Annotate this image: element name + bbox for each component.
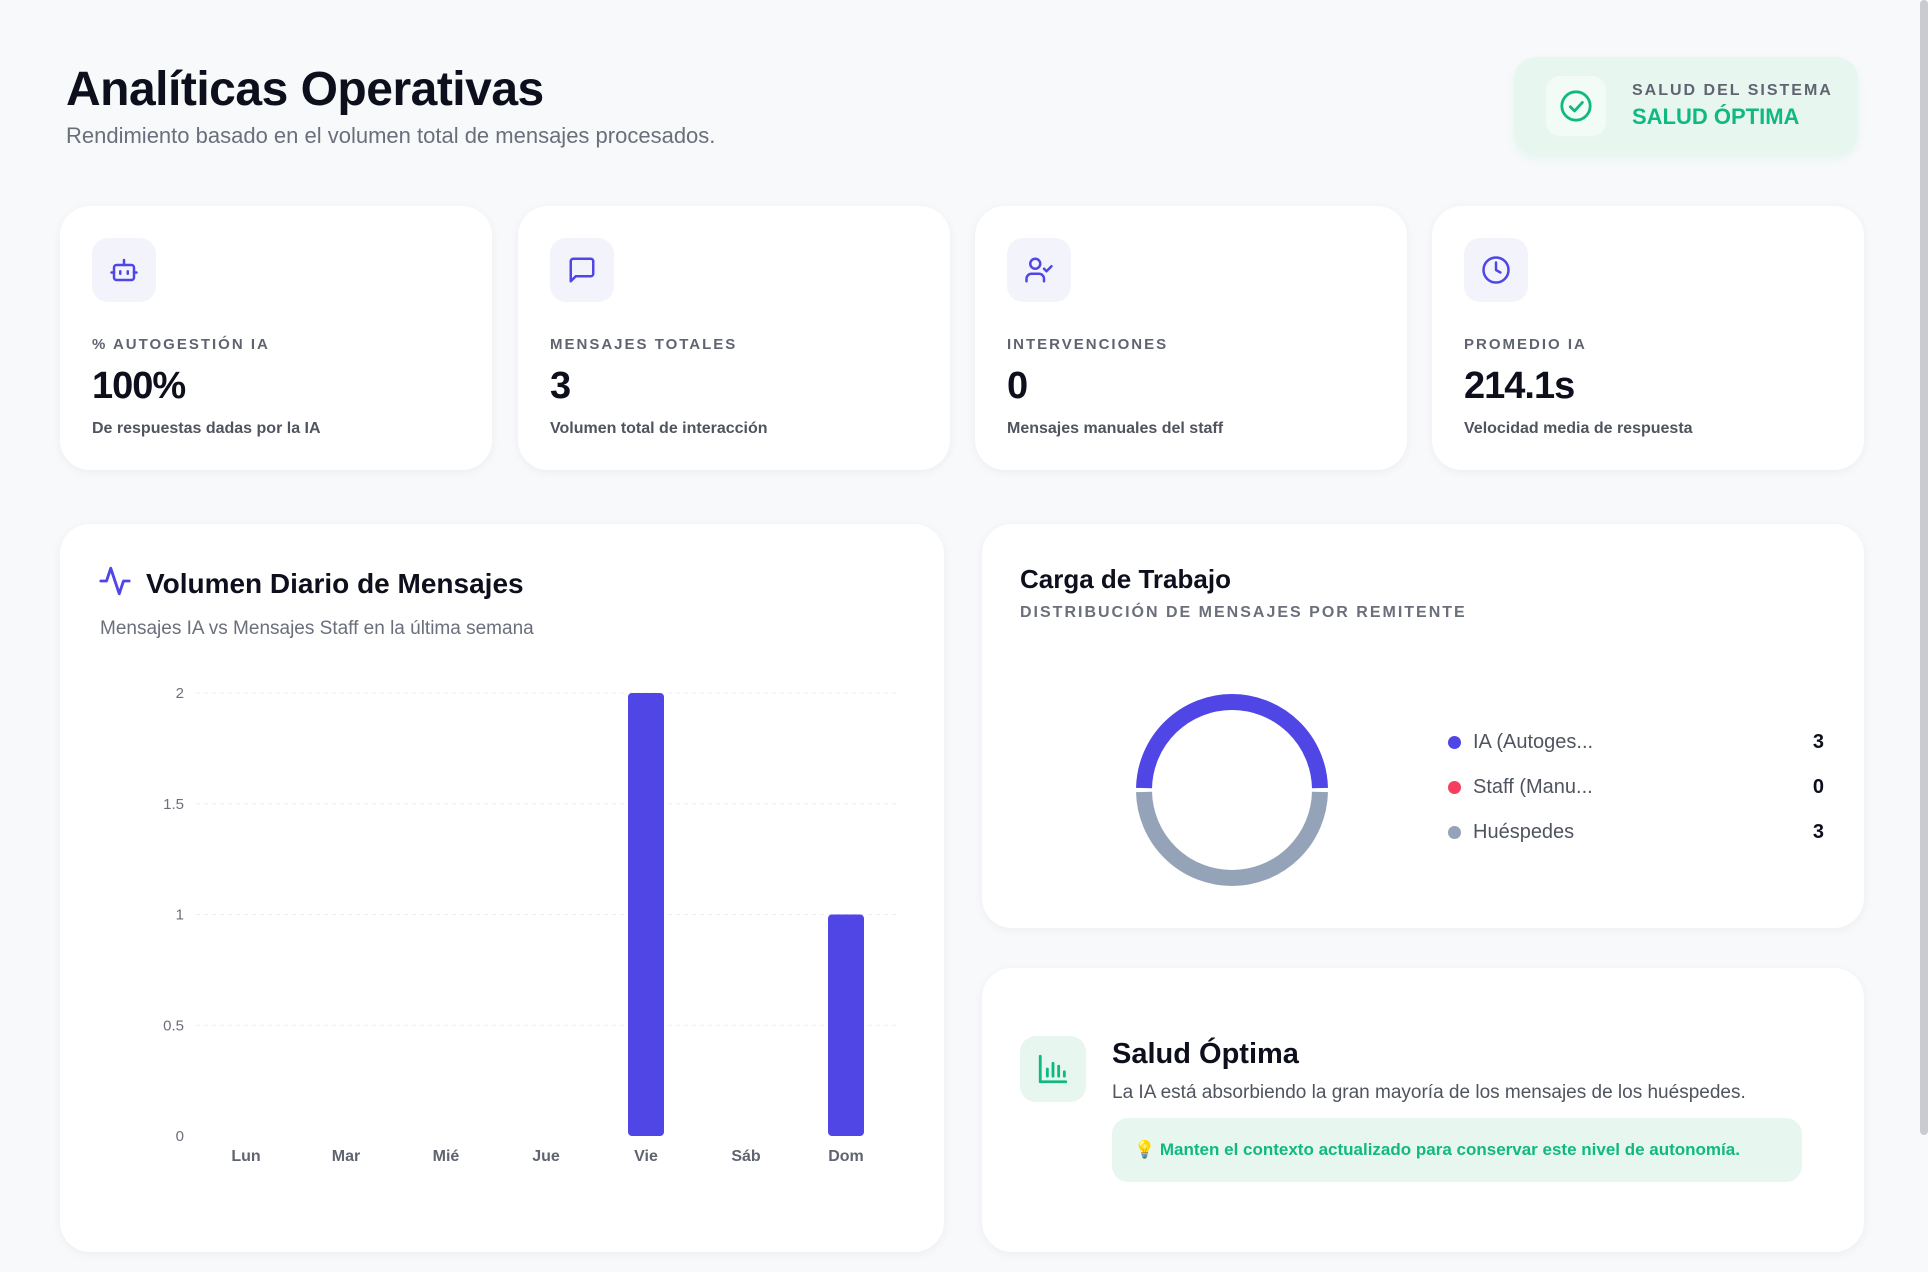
x-tick-label: Dom [828,1148,864,1165]
workload-card: Carga de Trabajo DISTRIBUCIÓN DE MENSAJE… [982,524,1864,928]
page-subtitle: Rendimiento basado en el volumen total d… [66,123,716,148]
legend-item-ia: IA (Autoges... 3 [1448,720,1824,765]
x-tick-label: Mié [433,1148,460,1165]
stat-card-promedio: PROMEDIO IA 214.1s Velocidad media de re… [1432,206,1864,470]
bar-chart-icon [1020,1036,1086,1102]
check-circle-icon [1546,76,1606,136]
system-health-badge: SALUD DEL SISTEMA SALUD ÓPTIMA [1514,57,1858,155]
stat-description: Velocidad media de respuesta [1464,420,1693,437]
x-tick-label: Vie [634,1148,658,1165]
y-tick-label: 2 [176,685,184,702]
clock-icon [1464,238,1528,302]
x-tick-label: Mar [332,1148,360,1165]
activity-icon [98,564,132,603]
legend-label: Huéspedes [1473,821,1575,843]
tip-note: 💡 Manten el contexto actualizado para co… [1112,1118,1802,1182]
donut-slice[interactable] [1136,694,1328,789]
workload-subtitle: DISTRIBUCIÓN DE MENSAJES POR REMITENTE [1020,604,1467,621]
stat-label: PROMEDIO IA [1464,336,1587,353]
y-tick-label: 1.5 [163,796,184,813]
workload-donut-chart [1136,694,1328,886]
y-tick-label: 1 [176,907,184,924]
health-tip-card: Salud Óptima La IA está absorbiendo la g… [982,968,1864,1252]
legend-item-huespedes: Huéspedes 3 [1448,810,1824,855]
bot-icon [92,238,156,302]
y-tick-label: 0.5 [163,1017,184,1034]
message-icon [550,238,614,302]
daily-chart-subtitle: Mensajes IA vs Mensajes Staff en la últi… [100,618,534,639]
tip-title: Salud Óptima [1112,1038,1299,1070]
daily-volume-card: Volumen Diario de Mensajes Mensajes IA v… [60,524,944,1252]
legend-dot [1448,826,1461,839]
x-tick-label: Lun [231,1148,260,1165]
system-health-label: SALUD DEL SISTEMA [1632,82,1833,99]
stat-card-intervenciones: INTERVENCIONES 0 Mensajes manuales del s… [975,206,1407,470]
legend-item-staff: Staff (Manu... 0 [1448,765,1824,810]
page-header: Analíticas Operativas Rendimiento basado… [66,62,715,149]
stat-value: 100% [92,365,186,407]
stat-value: 3 [550,365,571,407]
legend-value: 0 [1812,776,1824,798]
bar[interactable] [828,914,864,1137]
stat-description: De respuestas dadas por la IA [92,420,321,437]
daily-bar-chart: 0 0.5 1 1.5 2 Lun Mar Mié Jue Vie Sáb Dom [163,685,896,1165]
workload-title: Carga de Trabajo [1020,564,1231,594]
stat-description: Volumen total de interacción [550,420,768,437]
page-title: Analíticas Operativas [66,63,544,116]
legend-dot [1448,736,1461,749]
x-tick-label: Jue [532,1148,560,1165]
tip-text: La IA está absorbiendo la gran mayoría d… [1112,1082,1746,1103]
stat-description: Mensajes manuales del staff [1007,420,1224,437]
stat-value: 214.1s [1464,365,1575,407]
stat-label: % AUTOGESTIÓN IA [92,336,270,353]
user-check-icon [1007,238,1071,302]
bar[interactable] [628,693,664,1136]
stat-label: MENSAJES TOTALES [550,336,738,353]
legend-dot [1448,781,1461,794]
stat-value: 0 [1007,365,1028,407]
stat-card-autogestion: % AUTOGESTIÓN IA 100% De respuestas dada… [60,206,492,470]
legend-value: 3 [1812,821,1824,843]
stat-label: INTERVENCIONES [1007,336,1169,353]
daily-chart-title: Volumen Diario de Mensajes [146,567,524,599]
page-scrollbar[interactable] [1920,0,1928,1135]
x-tick-label: Sáb [731,1148,761,1165]
donut-slice[interactable] [1136,791,1328,886]
stat-card-mensajes: MENSAJES TOTALES 3 Volumen total de inte… [518,206,950,470]
legend-label: IA (Autoges... [1473,731,1594,753]
y-tick-label: 0 [176,1128,184,1145]
legend-value: 3 [1812,731,1824,753]
legend-label: Staff (Manu... [1473,776,1593,798]
workload-legend: IA (Autoges... 3 Staff (Manu... 0 Huéspe… [1448,720,1824,855]
system-health-value: SALUD ÓPTIMA [1632,104,1800,129]
